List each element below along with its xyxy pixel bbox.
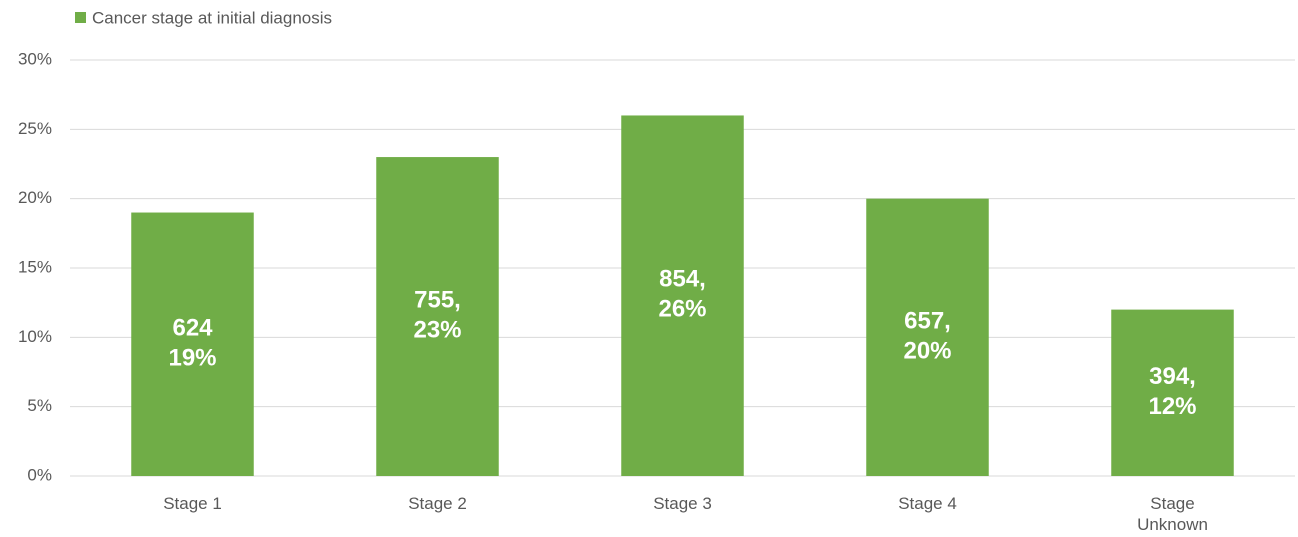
bar — [866, 198, 989, 476]
legend-swatch — [75, 12, 86, 23]
y-tick-label: 15% — [18, 257, 52, 276]
legend-label: Cancer stage at initial diagnosis — [92, 8, 332, 27]
value-label: 755, 23% — [413, 287, 461, 344]
value-label-line: 19% — [168, 345, 216, 372]
y-tick-label: 25% — [18, 119, 52, 138]
value-label: 657, 20% — [903, 308, 951, 365]
x-tick-label: Stage 2 — [408, 494, 467, 513]
x-tick-label: Stage Unknown — [1137, 494, 1208, 534]
value-label-line: 23% — [413, 317, 461, 344]
bar — [1111, 309, 1234, 476]
value-label-line: 394, — [1149, 363, 1196, 390]
x-tick-label: Stage 1 — [163, 494, 222, 513]
bar — [131, 212, 254, 477]
y-tick-label: 30% — [18, 49, 52, 68]
value-label-line: 12% — [1148, 393, 1196, 420]
x-tick-label: Stage 3 — [653, 494, 712, 513]
value-label-line: 20% — [903, 338, 951, 365]
value-label-line: 26% — [658, 296, 706, 323]
value-label: 624 19% — [168, 315, 216, 372]
value-label: 394, 12% — [1148, 363, 1196, 420]
bar — [376, 157, 499, 477]
y-tick-label: 20% — [18, 188, 52, 207]
value-label-line: 624 — [172, 315, 213, 342]
x-tick-label: Stage 4 — [898, 494, 957, 513]
value-label: 854, 26% — [658, 266, 706, 323]
y-tick-label: 0% — [27, 465, 52, 484]
y-tick-label: 5% — [27, 396, 52, 415]
bar — [621, 115, 744, 476]
y-tick-label: 10% — [18, 327, 52, 346]
value-label-line: 854, — [659, 266, 706, 293]
value-label-line: 657, — [904, 308, 951, 335]
value-label-line: 755, — [414, 287, 461, 314]
